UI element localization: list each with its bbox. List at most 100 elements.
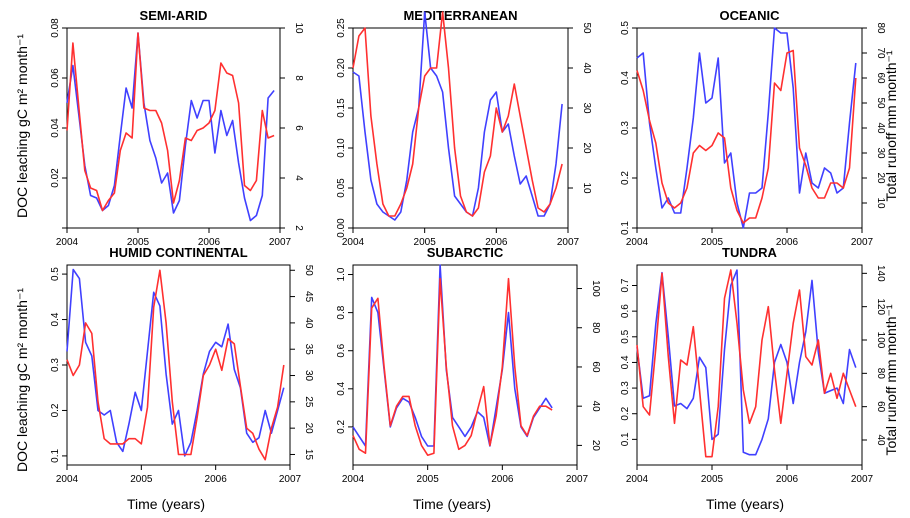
x-tick-label: 2004: [56, 237, 79, 248]
x-tick-label: 2005: [414, 237, 437, 248]
left-tick-label: 0.06: [50, 68, 61, 88]
right-tick-label: 50: [875, 97, 886, 109]
left-tick-label: 0.08: [50, 18, 61, 38]
x-tick-label: 2005: [417, 474, 440, 485]
right-tick-label: 35: [303, 344, 314, 356]
right-tick-label: 120: [875, 298, 886, 315]
left-tick-label: 0.4: [336, 381, 347, 395]
plot-frame: [636, 264, 863, 466]
doc-leaching-line: [636, 269, 857, 456]
right-tick-label: 20: [590, 440, 601, 452]
left-tick-label: 0.15: [336, 98, 347, 118]
doc-leaching-line: [352, 11, 563, 221]
right-tick-label: 40: [303, 317, 314, 329]
right-tick-label: 70: [875, 47, 886, 59]
left-tick-label: 0.10: [336, 138, 347, 158]
right-tick-label: 40: [590, 401, 601, 413]
right-tick-label: 20: [303, 423, 314, 435]
right-tick-label: 100: [590, 280, 601, 297]
total-runoff-line: [352, 11, 563, 217]
plot-frame: [352, 264, 578, 466]
right-tick-label: 2: [293, 225, 304, 231]
left-tick-label: 0.5: [50, 267, 61, 281]
left-axis-label-top: DOC leaching gC m² month⁻¹: [14, 34, 30, 218]
panel-1: SEMI-ARID 2004 2005 2006 2007 0.02 0.04 0.06 0.0…: [50, 8, 304, 248]
right-tick-label: 30: [875, 147, 886, 159]
x-tick-label: 2004: [342, 474, 365, 485]
left-tick-label: 1.0: [336, 267, 347, 281]
x-axis-label-2: Time (years): [413, 496, 491, 512]
x-tick-label: 2006: [491, 474, 514, 485]
panel-title: OCEANIC: [720, 8, 781, 23]
x-tick-label: 2006: [776, 474, 799, 485]
x-tick-label: 2007: [851, 474, 874, 485]
right-tick-label: 40: [875, 122, 886, 134]
right-tick-label: 45: [303, 291, 314, 303]
right-tick-label: 60: [875, 72, 886, 84]
x-tick-label: 2007: [269, 237, 292, 248]
panel-title: TUNDRA: [722, 245, 777, 260]
total-runoff-line: [66, 269, 285, 461]
right-tick-label: 15: [303, 449, 314, 461]
right-axis-label-bottom: Total runoff mm month⁻¹: [883, 304, 899, 455]
right-tick-label: 50: [303, 265, 314, 277]
doc-leaching-line: [66, 268, 285, 457]
right-tick-label: 60: [590, 361, 601, 373]
doc-leaching-line: [636, 27, 857, 229]
x-tick-label: 2007: [851, 237, 874, 248]
left-tick-label: 0.3: [620, 121, 631, 135]
left-tick-label: 0.04: [50, 118, 61, 138]
left-tick-label: 0.1: [620, 221, 631, 235]
right-tick-label: 140: [875, 265, 886, 282]
x-tick-label: 2004: [56, 474, 79, 485]
left-tick-label: 0.5: [620, 329, 631, 343]
panel-6: TUNDRA 2004 2005 2006 2007 0.1 0.2 0.3 0.4 0.5 0.6…: [620, 245, 886, 485]
total-runoff-line: [352, 277, 553, 457]
panel-title: SUBARCTIC: [427, 245, 504, 260]
x-axis-label-1: Time (years): [127, 496, 205, 512]
right-tick-label: 10: [581, 182, 592, 194]
x-tick-label: 2006: [776, 237, 799, 248]
left-tick-label: 0.1: [620, 432, 631, 446]
panel-2: MEDITERRANEAN 2004 2005 2006 2007 0.00 0.05 0.1…: [336, 8, 592, 248]
panel-title: MEDITERRANEAN: [403, 8, 517, 23]
x-tick-label: 2004: [626, 237, 649, 248]
x-tick-label: 2007: [566, 474, 589, 485]
right-tick-label: 80: [875, 368, 886, 380]
left-tick-label: 0.3: [620, 381, 631, 395]
panel-3: OCEANIC 2004 2005 2006 2007 0.1 0.2 0.3 0.4 0.5 10…: [620, 8, 886, 248]
left-axis-label-bottom: DOC leaching gC m² month⁻¹: [14, 288, 30, 472]
left-tick-label: 0.4: [620, 355, 631, 369]
x-tick-label: 2004: [626, 474, 649, 485]
doc-leaching-line: [66, 32, 275, 222]
right-tick-label: 80: [875, 22, 886, 34]
left-tick-label: 0.02: [50, 168, 61, 188]
left-tick-label: 0.1: [50, 449, 61, 463]
x-tick-label: 2007: [279, 474, 302, 485]
left-tick-label: 0.2: [620, 171, 631, 185]
left-tick-label: 0.7: [620, 278, 631, 292]
x-tick-label: 2005: [701, 474, 724, 485]
right-tick-label: 20: [581, 142, 592, 154]
left-tick-label: 0.4: [50, 312, 61, 326]
x-tick-label: 2007: [557, 237, 580, 248]
right-tick-label: 6: [293, 125, 304, 131]
right-tick-label: 80: [590, 322, 601, 334]
x-axis-label-3: Time (years): [706, 496, 784, 512]
right-tick-label: 30: [581, 102, 592, 114]
total-runoff-line: [636, 49, 857, 224]
left-tick-label: 0.6: [620, 304, 631, 318]
right-tick-label: 50: [581, 22, 592, 34]
panels: SEMI-ARID 2004 2005 2006 2007 0.02 0.04 0.06 0.0…: [50, 8, 886, 485]
right-tick-label: 40: [875, 434, 886, 446]
right-tick-label: 4: [293, 175, 304, 181]
x-tick-label: 2006: [198, 237, 221, 248]
left-tick-label: 0.3: [50, 358, 61, 372]
left-tick-label: 0.4: [620, 71, 631, 85]
left-tick-label: 0.6: [336, 343, 347, 357]
panel-title: SEMI-ARID: [140, 8, 208, 23]
left-tick-label: 0.5: [620, 21, 631, 35]
x-tick-label: 2005: [130, 474, 153, 485]
right-tick-label: 30: [303, 370, 314, 382]
